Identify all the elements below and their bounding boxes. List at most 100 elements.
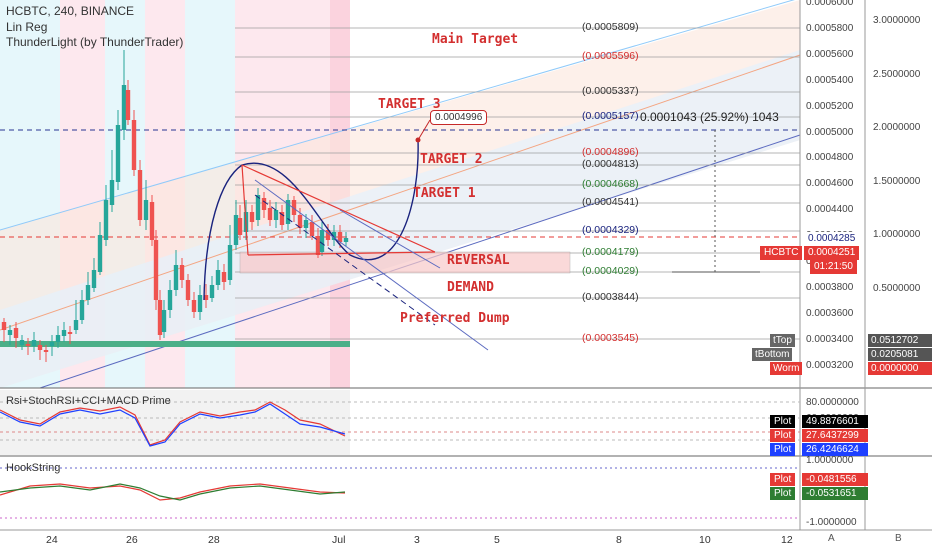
hookstring-pane [0, 467, 800, 519]
candle-body [137, 170, 143, 220]
plot-name: Plot [770, 429, 796, 442]
candle-body [149, 202, 155, 240]
candle-body [331, 232, 337, 240]
level-label: (0.0004541) [582, 196, 639, 208]
side-tag-name: tBottom [752, 348, 793, 361]
candle-body [43, 350, 49, 352]
candle-body [131, 120, 137, 170]
callout-price: 0.0004996 [430, 110, 488, 125]
level-label: (0.0004813) [582, 158, 639, 170]
candle-body [173, 265, 179, 290]
candle-body [143, 200, 149, 220]
demand-zone [239, 251, 571, 274]
time-axis-tick[interactable]: Jul [332, 534, 346, 546]
candle-body [185, 280, 191, 300]
price-tag-blue: 0.0004285 [804, 232, 860, 246]
time-axis-tick[interactable]: 3 [414, 534, 420, 546]
second-axis-tick: 0.5000000 [873, 282, 921, 294]
plot-value: -0.0481556 [802, 473, 868, 486]
annotation-target2: TARGET 2 [420, 152, 483, 167]
candle-body [237, 218, 243, 235]
second-axis-tick: 1.5000000 [873, 175, 921, 187]
second-axis-tick: 1.0000000 [873, 229, 921, 240]
candle-body [221, 272, 227, 282]
price-axis-tick: 0.0003800 [806, 281, 854, 293]
candle-body [167, 290, 173, 310]
price-axis-tick: 0.0004600 [806, 178, 854, 190]
time-axis-tick[interactable]: 28 [208, 534, 220, 546]
plot-value: 26.4246624 [802, 443, 868, 456]
price-axis-tick: 0.0005800 [806, 22, 854, 34]
price-axis-tick: 0.0005200 [806, 100, 854, 112]
candle-body [255, 195, 261, 220]
candle-body [25, 344, 31, 346]
side-tag-name: Worm [770, 362, 803, 375]
level-label: (0.0004179) [582, 246, 639, 258]
candle-body [209, 285, 215, 298]
plot-name: Plot [770, 443, 796, 456]
annotation-demand: DEMAND [447, 280, 494, 295]
time-axis-tick[interactable]: 26 [126, 534, 138, 546]
side-tag-name: tTop [770, 334, 795, 347]
candle-body [285, 200, 291, 224]
candle-body [343, 238, 349, 242]
hookstring-title[interactable]: HookString [6, 462, 61, 474]
candle-body [49, 342, 55, 346]
candle-body [13, 328, 19, 338]
plot-value: 27.6437299 [802, 429, 868, 442]
candle-body [31, 340, 37, 346]
candle-body [1, 322, 7, 330]
oscillator-title[interactable]: Rsi+StochRSI+CCI+MACD Prime [6, 395, 171, 407]
plot-name: Plot [770, 415, 796, 428]
candle-body [61, 330, 67, 336]
last-price-tag: 0.0004251 [804, 246, 860, 260]
plot-value: -0.0531651 [802, 487, 868, 500]
candle-body [291, 200, 297, 215]
price-axis-tick: 0.0003400 [806, 333, 854, 345]
candle-body [227, 245, 233, 280]
time-axis-tick[interactable]: 5 [494, 534, 500, 546]
countdown-tag: 01:21:50 [810, 260, 857, 274]
indicator-linreg[interactable]: Lin Reg [6, 20, 48, 34]
candle-body [337, 232, 343, 242]
annotation-reversal: REVERSAL [447, 253, 510, 268]
plot-value: 49.8876601 [802, 415, 868, 428]
candle-body [191, 300, 197, 312]
time-axis-tick[interactable]: 12 [781, 534, 793, 546]
candle-body [261, 198, 267, 210]
auto-scale-button[interactable]: A [828, 533, 835, 544]
candle-body [267, 208, 273, 220]
time-axis-tick[interactable]: 8 [616, 534, 622, 546]
candle-body [97, 235, 103, 272]
price-axis-tick: 0.0004800 [806, 152, 854, 164]
thunderlight-band [0, 341, 350, 347]
indicator-thunderlight[interactable]: ThunderLight (by ThunderTrader) [6, 35, 184, 49]
candle-body [115, 125, 121, 182]
candle-body [233, 215, 239, 245]
time-axis-tick[interactable]: 24 [46, 534, 58, 546]
candle-body [55, 335, 61, 342]
candlesticks [1, 50, 349, 362]
candle-body [91, 270, 97, 288]
level-label: (0.0004896) [582, 146, 639, 158]
annotation-preferred-dump: Preferred Dump [400, 311, 510, 326]
candle-body [197, 295, 203, 312]
annotation-target3: TARGET 3 [378, 97, 441, 112]
level-label: (0.0004668) [582, 178, 639, 190]
candle-body [153, 240, 159, 300]
scale-b-button[interactable]: B [895, 533, 902, 544]
candle-body [203, 295, 209, 300]
symbol-title: HCBTC, 240, BINANCE [6, 4, 135, 18]
candle-body [273, 210, 279, 220]
price-axis-tick: 0.0006000 [806, 0, 854, 8]
level-label: (0.0005809) [582, 21, 639, 33]
hookstring-axis-tick: 1.0000000 [806, 455, 854, 466]
candle-body [37, 345, 43, 350]
candle-body [79, 300, 85, 320]
oscillator-axis-tick: 80.0000000 [806, 397, 859, 408]
time-axis-tick[interactable]: 10 [699, 534, 711, 546]
level-label: (0.0003844) [582, 291, 639, 303]
candle-body [309, 222, 315, 236]
measure-label: 0.0001043 (25.92%) 1043 [640, 110, 779, 124]
